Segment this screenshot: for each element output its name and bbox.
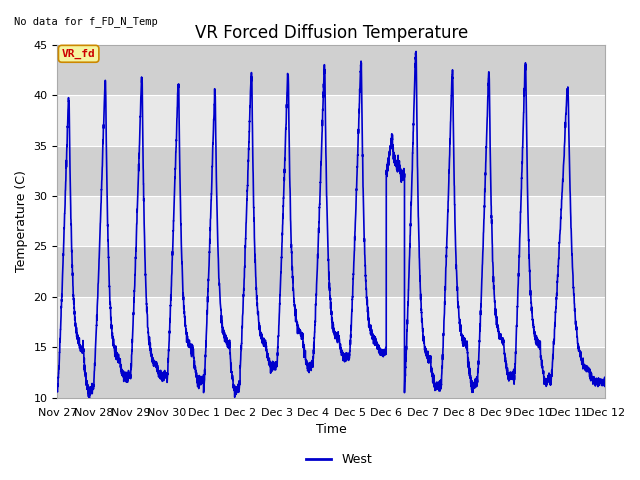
Text: No data for f_FD_N_Temp: No data for f_FD_N_Temp xyxy=(13,16,157,27)
Bar xyxy=(58,297,605,348)
X-axis label: Time: Time xyxy=(316,423,347,436)
Bar xyxy=(58,348,605,398)
Bar xyxy=(58,95,605,145)
Bar xyxy=(58,247,605,297)
Y-axis label: Temperature (C): Temperature (C) xyxy=(15,170,28,272)
Bar xyxy=(58,45,605,95)
Bar xyxy=(58,145,605,196)
Title: VR Forced Diffusion Temperature: VR Forced Diffusion Temperature xyxy=(195,24,468,42)
Text: VR_fd: VR_fd xyxy=(62,48,95,59)
Legend: West: West xyxy=(301,448,377,471)
Bar xyxy=(58,196,605,247)
